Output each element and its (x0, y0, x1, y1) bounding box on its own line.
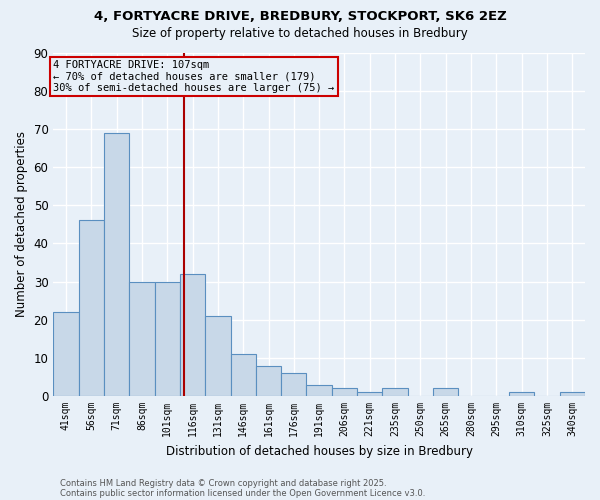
Text: 4 FORTYACRE DRIVE: 107sqm
← 70% of detached houses are smaller (179)
30% of semi: 4 FORTYACRE DRIVE: 107sqm ← 70% of detac… (53, 60, 335, 94)
Bar (509, 392, 535, 396)
Bar (230, 354, 256, 396)
X-axis label: Distribution of detached houses by size in Bredbury: Distribution of detached houses by size … (166, 444, 473, 458)
Bar (382, 388, 408, 396)
Text: 4, FORTYACRE DRIVE, BREDBURY, STOCKPORT, SK6 2EZ: 4, FORTYACRE DRIVE, BREDBURY, STOCKPORT,… (94, 10, 506, 23)
Bar (560, 392, 585, 396)
Bar (53, 312, 79, 396)
Text: Size of property relative to detached houses in Bredbury: Size of property relative to detached ho… (132, 28, 468, 40)
Bar (357, 392, 382, 396)
Bar (332, 388, 357, 396)
Bar (307, 384, 332, 396)
Bar (281, 373, 307, 396)
Bar (104, 132, 129, 396)
Bar (256, 366, 281, 396)
Bar (155, 282, 180, 396)
Bar (180, 274, 205, 396)
Bar (433, 388, 458, 396)
Y-axis label: Number of detached properties: Number of detached properties (15, 132, 28, 318)
Text: Contains HM Land Registry data © Crown copyright and database right 2025.: Contains HM Land Registry data © Crown c… (60, 478, 386, 488)
Bar (129, 282, 155, 396)
Bar (205, 316, 230, 396)
Text: Contains public sector information licensed under the Open Government Licence v3: Contains public sector information licen… (60, 488, 425, 498)
Bar (79, 220, 104, 396)
